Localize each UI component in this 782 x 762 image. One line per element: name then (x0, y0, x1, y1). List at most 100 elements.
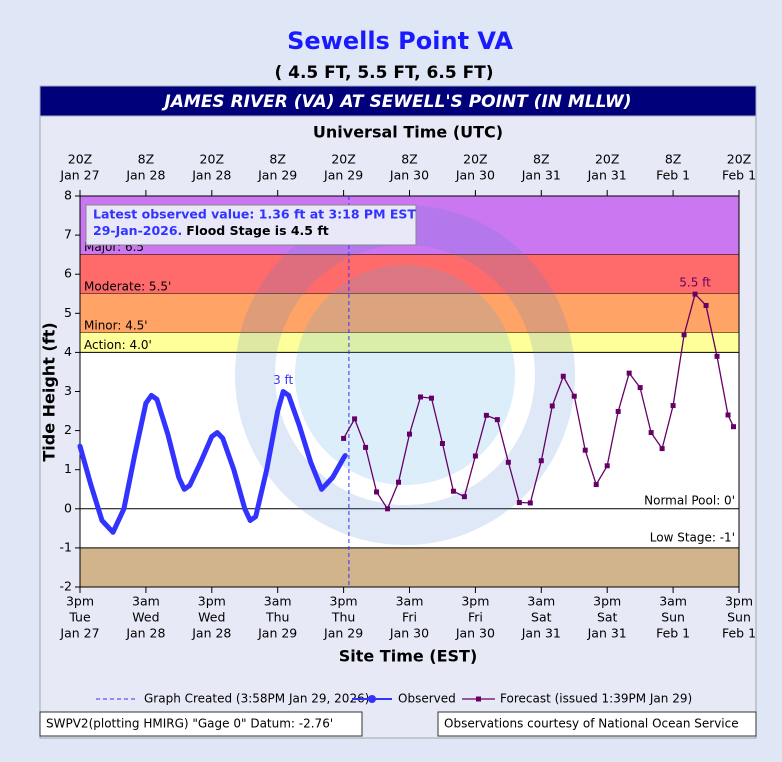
footer-left: SWPV2(plotting HMIRG) "Gage 0" Datum: -2… (46, 717, 333, 731)
x-tick-label: Feb 1 (656, 626, 690, 641)
x2-tick-label: 20Z (68, 152, 92, 167)
forecast-point (472, 453, 478, 459)
forecast-point (494, 417, 500, 423)
x2-tick-label: Jan 30 (455, 168, 495, 183)
x2-tick-label: Jan 31 (587, 168, 627, 183)
forecast-point (681, 332, 687, 338)
y-tick-label: 5 (64, 305, 72, 320)
stage-label: Moderate: 5.5' (84, 279, 171, 293)
legend-label: Observed (398, 692, 456, 706)
forecast-point (637, 385, 643, 391)
x-tick-label: Sat (597, 610, 618, 625)
y-tick-label: 3 (64, 383, 72, 398)
forecast-point (352, 416, 358, 422)
x-tick-label: Jan 30 (455, 626, 495, 641)
y-tick-label: 6 (64, 266, 72, 281)
x-axis-title: Site Time (EST) (339, 647, 478, 666)
x-tick-label: Fri (402, 610, 417, 625)
x-tick-label: Jan 31 (587, 626, 627, 641)
x2-tick-label: Jan 28 (125, 168, 165, 183)
forecast-point (670, 403, 676, 409)
forecast-point (582, 447, 588, 453)
legend-swatch (368, 695, 376, 703)
forecast-point (604, 463, 610, 469)
stage-label: Normal Pool: 0' (644, 493, 735, 507)
forecast-point (593, 482, 599, 488)
y-tick-label: -1 (60, 539, 72, 554)
x2-tick-label: 8Z (269, 152, 286, 167)
x2-tick-label: 20Z (200, 152, 224, 167)
x-tick-label: 3am (132, 594, 160, 609)
footer-box (39, 711, 363, 737)
x-tick-label: Wed (198, 610, 225, 625)
stage-band (80, 254, 739, 294)
forecast-point (527, 500, 533, 506)
forecast-point (549, 403, 555, 409)
forecast-point (461, 494, 467, 500)
x-tick-label: 3pm (330, 594, 358, 609)
forecast-point (417, 394, 423, 400)
x-tick-label: 3am (264, 594, 292, 609)
stage-label: Low Stage: -1' (650, 530, 735, 544)
x-tick-label: 3pm (66, 594, 94, 609)
forecast-point (450, 488, 456, 494)
y-tick-label: 4 (64, 344, 72, 359)
peak-label: 3 ft (273, 373, 293, 387)
forecast-point (571, 393, 577, 399)
x2-tick-label: Jan 30 (389, 168, 429, 183)
forecast-point (428, 395, 434, 401)
x-tick-label: 3pm (725, 594, 753, 609)
y-tick-label: 7 (64, 227, 72, 242)
info-text: Latest observed value: 1.36 ft at 3:18 P… (93, 207, 416, 222)
x2-tick-label: Jan 29 (257, 168, 297, 183)
forecast-point (714, 353, 720, 359)
forecast-point (374, 489, 380, 495)
forecast-point (516, 500, 522, 506)
footer-box (437, 711, 757, 737)
x-tick-label: Fri (468, 610, 483, 625)
x-tick-label: Thu (331, 610, 355, 625)
x2-tick-label: 8Z (138, 152, 155, 167)
x2-tick-label: 20Z (595, 152, 619, 167)
forecast-point (626, 370, 632, 376)
y-tick-label: 2 (64, 422, 72, 437)
flood-stage-note: Flood Stage is 4.5 ft (186, 223, 328, 238)
y-axis-title: Tide Height (ft) (40, 322, 59, 461)
x-tick-label: 3am (396, 594, 424, 609)
x-tick-label: Feb 1 (722, 626, 756, 641)
forecast-point (538, 458, 544, 464)
x2-tick-label: 8Z (665, 152, 682, 167)
x-tick-label: Sun (661, 610, 685, 625)
x2-tick-label: Feb 1 (722, 168, 756, 183)
x2-tick-label: Jan 31 (521, 168, 561, 183)
x-tick-label: Jan 29 (323, 626, 363, 641)
observed-line (77, 389, 348, 535)
x2-tick-label: 20Z (331, 152, 355, 167)
x-tick-label: Jan 27 (59, 626, 99, 641)
x-tick-label: 3am (527, 594, 555, 609)
forecast-point (703, 302, 709, 308)
x-tick-label: Sun (727, 610, 751, 625)
x-tick-label: Jan 29 (257, 626, 297, 641)
legend-swatch (476, 696, 481, 702)
info-date: 29-Jan-2026. (93, 223, 182, 238)
y-tick-label: 0 (64, 500, 72, 515)
x2-axis-title: Universal Time (UTC) (313, 123, 503, 142)
y-tick-label: 1 (64, 461, 72, 476)
forecast-point (615, 408, 621, 414)
chart-title: Sewells Point VA (287, 27, 513, 55)
x2-tick-label: Jan 29 (323, 168, 363, 183)
x-tick-label: Jan 31 (521, 626, 561, 641)
stage-label: Minor: 4.5' (84, 318, 148, 332)
stage-label: Action: 4.0' (84, 338, 152, 352)
x2-tick-label: 8Z (533, 152, 550, 167)
x-tick-label: Thu (265, 610, 289, 625)
x-tick-label: 3pm (461, 594, 489, 609)
x2-tick-label: Jan 27 (59, 168, 99, 183)
banner-text: JAMES RIVER (VA) AT SEWELL'S POINT (IN M… (161, 92, 631, 112)
legend-label: Graph Created (3:58PM Jan 29, 2026) (144, 692, 369, 706)
y-tick-label: -2 (60, 579, 72, 594)
forecast-point (385, 506, 391, 512)
x-tick-label: Tue (68, 610, 91, 625)
